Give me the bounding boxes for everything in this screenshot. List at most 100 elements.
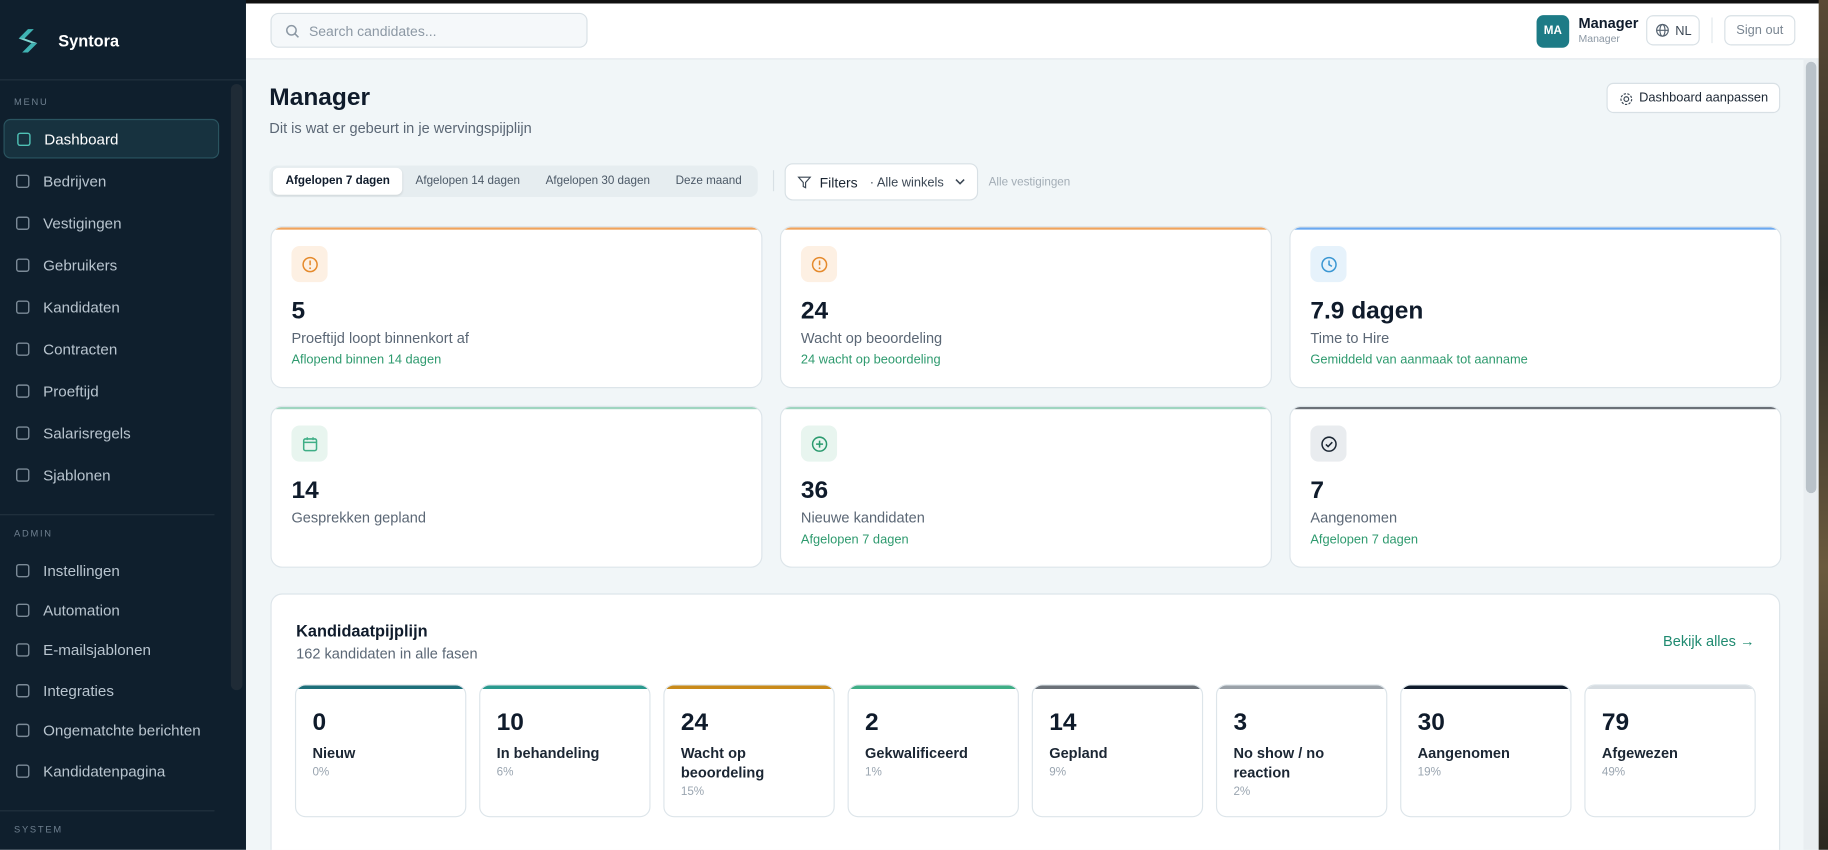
card-accent [271,406,762,410]
stat-card[interactable]: 24 Wacht op beoordeling 24 wacht op beoord… [779,226,1272,389]
nav-section-label: MENU [13,96,49,108]
nav-item[interactable]: Dashboard [3,118,220,159]
stage-card[interactable]: 79 Afgewezen 49% [1584,684,1756,818]
stat-note: Afgelopen 7 dagen [1310,532,1419,547]
logo [18,29,38,53]
stat-icon [291,245,328,283]
stat-card[interactable]: 36 Nieuwe kandidaten Afgelopen 7 dagen [779,405,1272,568]
sidebar: Syntora MENU Dashboard Bedrijven Vestiginge… [0,0,246,850]
card-accent [781,406,1271,410]
brand: Syntora [58,31,120,51]
stage-name: No show / no reaction [1233,744,1325,782]
pipeline-subtitle: 162 kandidaten in alle fasen [296,645,478,663]
stage-count: 10 [496,708,524,736]
stat-value: 7 [1310,476,1325,504]
scrollbar-track [1803,58,1819,850]
divider [0,79,246,81]
customize-button[interactable]: Dashboard aanpassen [1606,82,1781,114]
store-filter: · Alle winkels [869,176,944,191]
stage-card[interactable]: 0 Nieuw 0% [294,684,467,818]
period-tab[interactable]: Afgelopen 7 dagen [272,167,403,195]
nav-label: Kandidatenpagina [43,761,166,780]
nav-item[interactable]: E-mailsjablonen [3,630,219,670]
nav-label: Gebruikers [43,255,118,274]
divider [0,514,215,516]
stat-card[interactable]: 5 Proeftijd loopt binnenkort af Aflopend b… [270,226,763,389]
stat-label: Aangenomen [1310,509,1398,526]
search-placeholder: Search candidates... [308,23,437,40]
stat-icon [800,245,838,283]
stat-label: Nieuwe kandidaten [800,509,925,526]
nav-item[interactable]: Integraties [3,671,219,711]
nav-item[interactable]: Sjablonen [3,455,219,495]
stage-card[interactable]: 30 Aangenomen 19% [1400,684,1572,818]
card-accent [1290,227,1781,230]
stage-percent: 19% [1417,765,1441,779]
search-box[interactable]: Search candidates... [270,12,588,48]
nav-label: Integraties [43,681,114,700]
stat-card[interactable]: 14 Gesprekken gepland [270,405,763,568]
stat-value: 7.9 dagen [1310,297,1424,325]
nav-item[interactable]: Kandidatenpagina [3,751,219,791]
stage-count: 30 [1417,708,1445,736]
user-role: Manager [1578,32,1620,45]
stage-accent [664,685,834,689]
user-name: Manager [1578,15,1639,32]
nav-label: Kandidaten [43,297,120,316]
sign-out[interactable]: Sign out [1724,15,1796,46]
nav-label: Dashboard [44,129,119,148]
nav-item[interactable]: Instellingen [3,550,219,590]
view-all-link[interactable]: Bekijk alles → [1663,633,1755,650]
stage-accent [1217,685,1387,689]
nav-item[interactable]: Salarisregels [3,413,219,453]
stage-name: Wacht op beoordeling [680,744,765,782]
stat-card[interactable]: 7.9 dagen Time to Hire Gemiddeld van aanma… [1289,226,1782,389]
stat-icon [1310,425,1347,462]
top-edge [0,0,1828,4]
stat-label: Proeftijd loopt binnenkort af [291,329,469,347]
stage-card[interactable]: 2 Gekwalificeerd 1% [847,684,1019,818]
language: NL [1675,24,1692,39]
stat-icon [800,425,838,462]
nav-item[interactable]: Gebruikers [3,245,219,285]
nav-label: Instellingen [43,561,120,579]
stat-note: 24 wacht op beoordeling [800,353,941,368]
nav-item[interactable]: Proeftijd [3,371,219,411]
nav-label: Automation [43,601,120,619]
location-filter: Alle vestigingen [988,176,1071,189]
scrollbar [230,83,243,691]
stat-note: Aflopend binnen 14 dagen [291,353,442,368]
stat-card[interactable]: 7 Aangenomen Afgelopen 7 dagen [1289,405,1782,568]
stage-percent: 1% [865,765,882,779]
topbar: Search candidates... MA Manager Manager … [245,3,1819,60]
period-tab[interactable]: Afgelopen 30 dagen [545,174,650,188]
period-tab[interactable]: Deze maand [675,174,742,188]
stage-count: 14 [1049,708,1077,736]
stage-card[interactable]: 10 In behandeling 6% [479,684,651,818]
stage-card[interactable]: 24 Wacht op beoordeling 15% [663,684,835,818]
filters-button[interactable]: Filters · Alle winkels [784,163,979,201]
period-tab[interactable]: Afgelopen 14 dagen [415,174,520,188]
nav-item[interactable]: Bedrijven [3,161,219,201]
window-edge [1818,0,1828,850]
nav-item[interactable]: Automation [3,590,219,630]
page-title: Manager [269,83,370,111]
stage-accent [296,685,466,689]
avatar[interactable]: MA [1536,15,1570,48]
nav-item[interactable]: Kandidaten [3,287,219,327]
nav-label: Salarisregels [43,423,131,442]
stat-icon [1310,245,1347,283]
nav-label: Proeftijd [43,381,99,400]
stage-count: 79 [1601,708,1630,736]
stage-percent: 49% [1601,765,1626,779]
nav-item[interactable]: Vestigingen [3,203,219,243]
stage-card[interactable]: 3 No show / no reaction 2% [1215,684,1388,818]
nav-label: Vestigingen [43,213,122,232]
stage-count: 0 [312,708,327,736]
stage-card[interactable]: 14 Gepland 9% [1031,684,1204,818]
stage-percent: 15% [680,785,705,799]
nav-item[interactable]: Contracten [3,329,219,369]
nav-item[interactable]: Ongematchte berichten [3,711,219,751]
language-button[interactable]: NL [1646,15,1700,46]
